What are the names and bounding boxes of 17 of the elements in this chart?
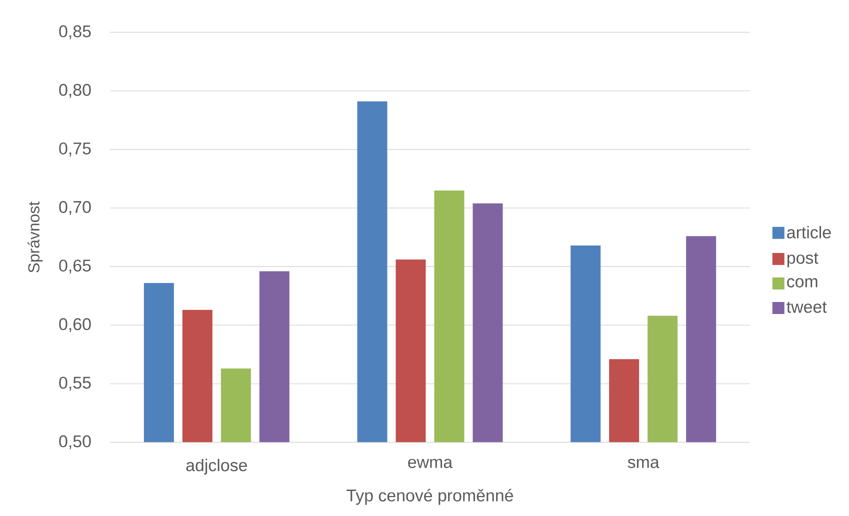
x-tick-label: sma bbox=[628, 458, 660, 468]
y-tick-label: 0,55 bbox=[59, 376, 91, 391]
y-tick-label: 0,60 bbox=[59, 318, 91, 332]
legend-label: article bbox=[787, 226, 831, 238]
y-tick-label: 0,85 bbox=[59, 25, 91, 40]
x-axis-title: Typ cenové proměnné bbox=[346, 488, 514, 505]
legend-label: tweet bbox=[786, 302, 827, 313]
legend-label: com bbox=[787, 278, 818, 288]
y-tick-label: 0,70 bbox=[59, 201, 91, 216]
y-axis-title: Správnost bbox=[28, 202, 43, 272]
x-tick-label: adjclose bbox=[186, 458, 247, 475]
y-tick-label: 0,50 bbox=[59, 435, 91, 450]
y-tick-label: 0,65 bbox=[59, 260, 91, 274]
x-tick-label: ewma bbox=[408, 458, 453, 468]
y-tick-label: 0,80 bbox=[59, 84, 91, 98]
legend-label: post bbox=[787, 252, 818, 268]
y-tick-label: 0,75 bbox=[59, 142, 91, 156]
